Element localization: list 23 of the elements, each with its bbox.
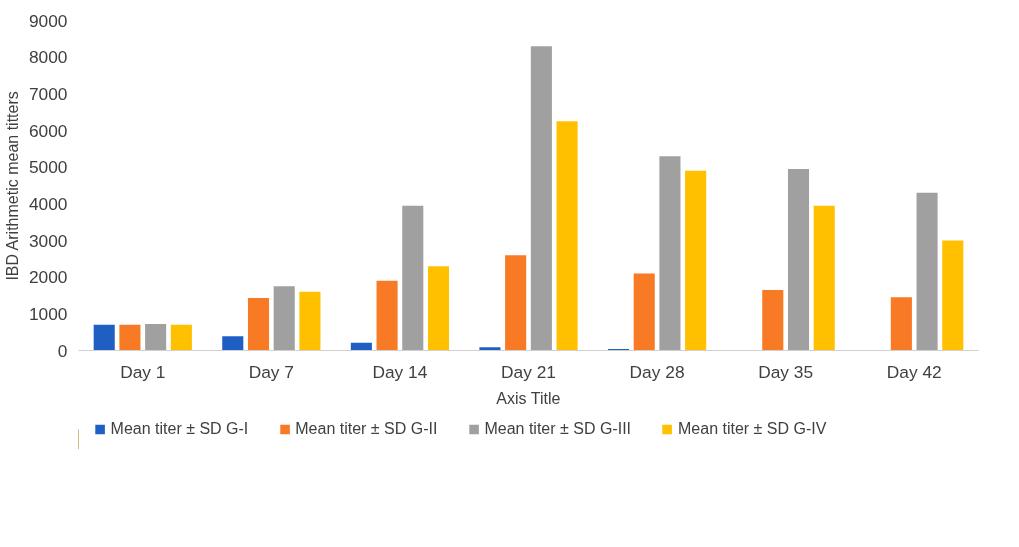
x-axis-title: Axis Title — [496, 389, 561, 407]
y-tick-label: 1000 — [28, 303, 68, 324]
y-tick-label: 6000 — [28, 120, 68, 141]
y-tick-label: 4000 — [28, 193, 68, 214]
y-axis-title: IBD Arithmetic mean titters — [3, 91, 21, 281]
legend-label: Mean titer ± SD G-IV — [678, 420, 827, 438]
x-tick-label: Day 14 — [372, 361, 428, 382]
y-tick-label: 3000 — [28, 230, 68, 251]
legend-label: Mean titer ± SD G-I — [110, 420, 249, 438]
y-tick-label: 5000 — [28, 157, 68, 178]
x-tick-label: Day 21 — [501, 361, 556, 382]
legend-label: Mean titer ± SD G-III — [484, 420, 632, 438]
x-tick-label: Day 42 — [886, 361, 942, 382]
x-tick-label: Day 35 — [758, 361, 814, 382]
y-tick-label: 2000 — [28, 267, 68, 288]
x-tick-label: Day 1 — [120, 361, 166, 382]
y-tick-label: 8000 — [28, 47, 68, 68]
y-tick-label: 9000 — [28, 10, 68, 31]
y-tick-label: 0 — [57, 340, 68, 361]
legend-label: Mean titer ± SD G-II — [295, 420, 438, 438]
y-tick-label: 7000 — [28, 83, 68, 104]
x-tick-label: Day 28 — [629, 361, 685, 382]
x-tick-label: Day 7 — [248, 361, 295, 382]
